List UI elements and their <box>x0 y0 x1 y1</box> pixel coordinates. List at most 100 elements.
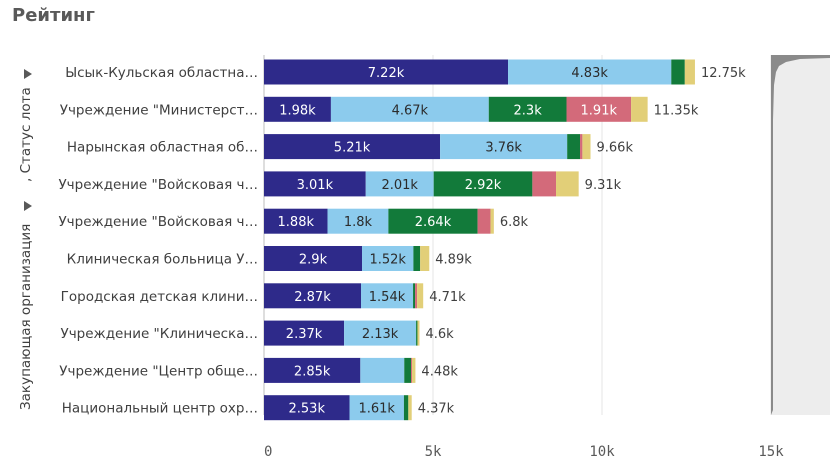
bar-segment[interactable] <box>417 320 420 346</box>
bar-total-label: 9.31k <box>585 178 622 193</box>
bar-segment[interactable] <box>416 320 418 346</box>
dimension-label-lot-status[interactable]: , Статус лота <box>18 87 34 182</box>
bar-segment[interactable] <box>388 208 478 234</box>
bar-segment[interactable] <box>580 134 583 160</box>
bar-row[interactable]: 5.21k 3.76k 9.66k <box>264 134 634 160</box>
bar-segment[interactable] <box>361 283 414 309</box>
bar-segment[interactable] <box>413 246 421 271</box>
bar-value-label: 2.87k <box>294 290 331 305</box>
bar-total-label: 6.8k <box>500 215 529 230</box>
bar-total-label: 4.48k <box>421 364 458 379</box>
bar-segment[interactable] <box>440 134 568 160</box>
category-label[interactable]: Учреждение "Войсковая ч… <box>58 214 258 230</box>
bar-value-label: 2.53k <box>289 402 326 417</box>
dimension-label-organization[interactable]: Закупающая организация <box>18 224 34 410</box>
bar-segment[interactable] <box>408 395 412 421</box>
bar-segment[interactable] <box>433 171 533 197</box>
bar-row[interactable]: 1.88k 1.8k 2.64k 6.8k <box>264 208 529 234</box>
bar-value-label: 3.01k <box>297 178 334 193</box>
category-label[interactable]: Ысык-Кульская областна… <box>65 65 258 81</box>
dimension-selector[interactable]: Закупающая организация , Статус лота <box>18 69 34 410</box>
expand-arrow-icon[interactable] <box>24 201 32 211</box>
bar-segment[interactable] <box>490 208 494 234</box>
bar-segment[interactable] <box>671 59 685 85</box>
bar-segment[interactable] <box>404 357 412 383</box>
bar-segment[interactable] <box>684 59 695 85</box>
bar-value-label: 1.88k <box>278 215 315 230</box>
bar-segment[interactable] <box>264 246 363 271</box>
bar-row[interactable]: 2.53k 1.61k 4.37k <box>264 395 455 421</box>
bar-value-label: 2.92k <box>465 178 502 193</box>
bar-segment[interactable] <box>360 357 405 383</box>
scrollbar-track[interactable] <box>771 55 830 415</box>
bar-segment[interactable] <box>403 395 409 421</box>
bar-segment[interactable] <box>567 134 581 160</box>
bar-segment[interactable] <box>264 395 350 421</box>
bar-row[interactable]: 1.98k 4.67k 2.3k 1.91k 11.35k <box>264 96 699 122</box>
category-label[interactable]: Нарынская областная об… <box>67 140 258 156</box>
bar-total-label: 9.66k <box>597 141 634 156</box>
bar-segment[interactable] <box>362 246 414 271</box>
bar-segment[interactable] <box>264 320 345 346</box>
bar-value-label: 3.76k <box>485 141 522 156</box>
bar-segment[interactable] <box>631 96 648 122</box>
bar-value-label: 2.37k <box>286 327 323 342</box>
bar-segment[interactable] <box>349 395 404 421</box>
bar-row[interactable]: 2.85k 4.48k <box>264 357 458 383</box>
bar-segment[interactable] <box>420 246 430 271</box>
bar-segment[interactable] <box>532 171 557 197</box>
bar-value-label: 2.13k <box>362 327 399 342</box>
bar-segment[interactable] <box>477 208 491 234</box>
bar-segment[interactable] <box>264 208 328 234</box>
bar-segment[interactable] <box>330 96 489 122</box>
category-label[interactable]: Городская детская клини… <box>61 289 258 305</box>
bar-segment[interactable] <box>344 320 417 346</box>
scrollbar[interactable] <box>771 55 830 415</box>
bar-value-label: 1.54k <box>369 290 406 305</box>
bar-segment[interactable] <box>327 208 389 234</box>
category-label[interactable]: Учреждение "Министерст… <box>60 102 258 118</box>
bar-segment[interactable] <box>415 283 418 309</box>
bar-total-label: 4.89k <box>435 253 472 268</box>
x-tick-label: 10k <box>589 444 615 460</box>
bar-segment[interactable] <box>264 283 362 309</box>
bar-value-label: 5.21k <box>334 141 371 156</box>
bar-row[interactable]: 2.87k 1.54k 4.71k <box>264 283 466 309</box>
bar-row[interactable]: 3.01k 2.01k 2.92k 9.31k <box>264 171 622 197</box>
category-label[interactable]: Учреждение "Центр обще… <box>59 363 258 379</box>
bar-segment[interactable] <box>582 134 591 160</box>
bar-total-label: 12.75k <box>701 66 746 81</box>
bar-row[interactable]: 2.37k 2.13k 4.6k <box>264 320 454 346</box>
bar-segment[interactable] <box>411 357 413 383</box>
bar-segment[interactable] <box>264 134 441 160</box>
bar-segment[interactable] <box>264 59 509 85</box>
category-label[interactable]: Клиническая больница У… <box>67 252 258 268</box>
bar-value-label: 2.85k <box>294 364 331 379</box>
expand-arrow-icon[interactable] <box>24 69 32 79</box>
bar-segment[interactable] <box>413 283 416 309</box>
bar-value-label: 2.01k <box>381 178 418 193</box>
bar-value-label: 1.8k <box>344 215 373 230</box>
category-label[interactable]: Национальный центр охр… <box>62 401 258 417</box>
bar-total-label: 4.6k <box>425 327 454 342</box>
bar-row[interactable]: 2.9k 1.52k 4.89k <box>264 246 472 271</box>
bar-value-label: 1.52k <box>369 253 406 268</box>
bar-segment[interactable] <box>412 357 416 383</box>
bar-segment[interactable] <box>556 171 579 197</box>
category-label[interactable]: Учреждение "Клиническа… <box>60 326 258 342</box>
chart-title: Рейтинг <box>12 5 95 26</box>
bar-row[interactable]: 7.22k 4.83k 12.75k <box>264 59 746 85</box>
bar-segment[interactable] <box>417 283 424 309</box>
bar-total-label: 4.71k <box>429 290 466 305</box>
bar-segment[interactable] <box>566 96 632 122</box>
bar-segment[interactable] <box>264 96 331 122</box>
bar-segment[interactable] <box>488 96 567 122</box>
bar-segment[interactable] <box>264 171 366 197</box>
category-label[interactable]: Учреждение "Войсковая ч… <box>58 177 258 193</box>
bar-segment[interactable] <box>508 59 672 85</box>
bar-segment[interactable] <box>264 357 361 383</box>
bar-segment[interactable] <box>365 171 434 197</box>
bar-value-label: 1.98k <box>279 103 316 118</box>
bar-total-label: 4.37k <box>418 402 455 417</box>
